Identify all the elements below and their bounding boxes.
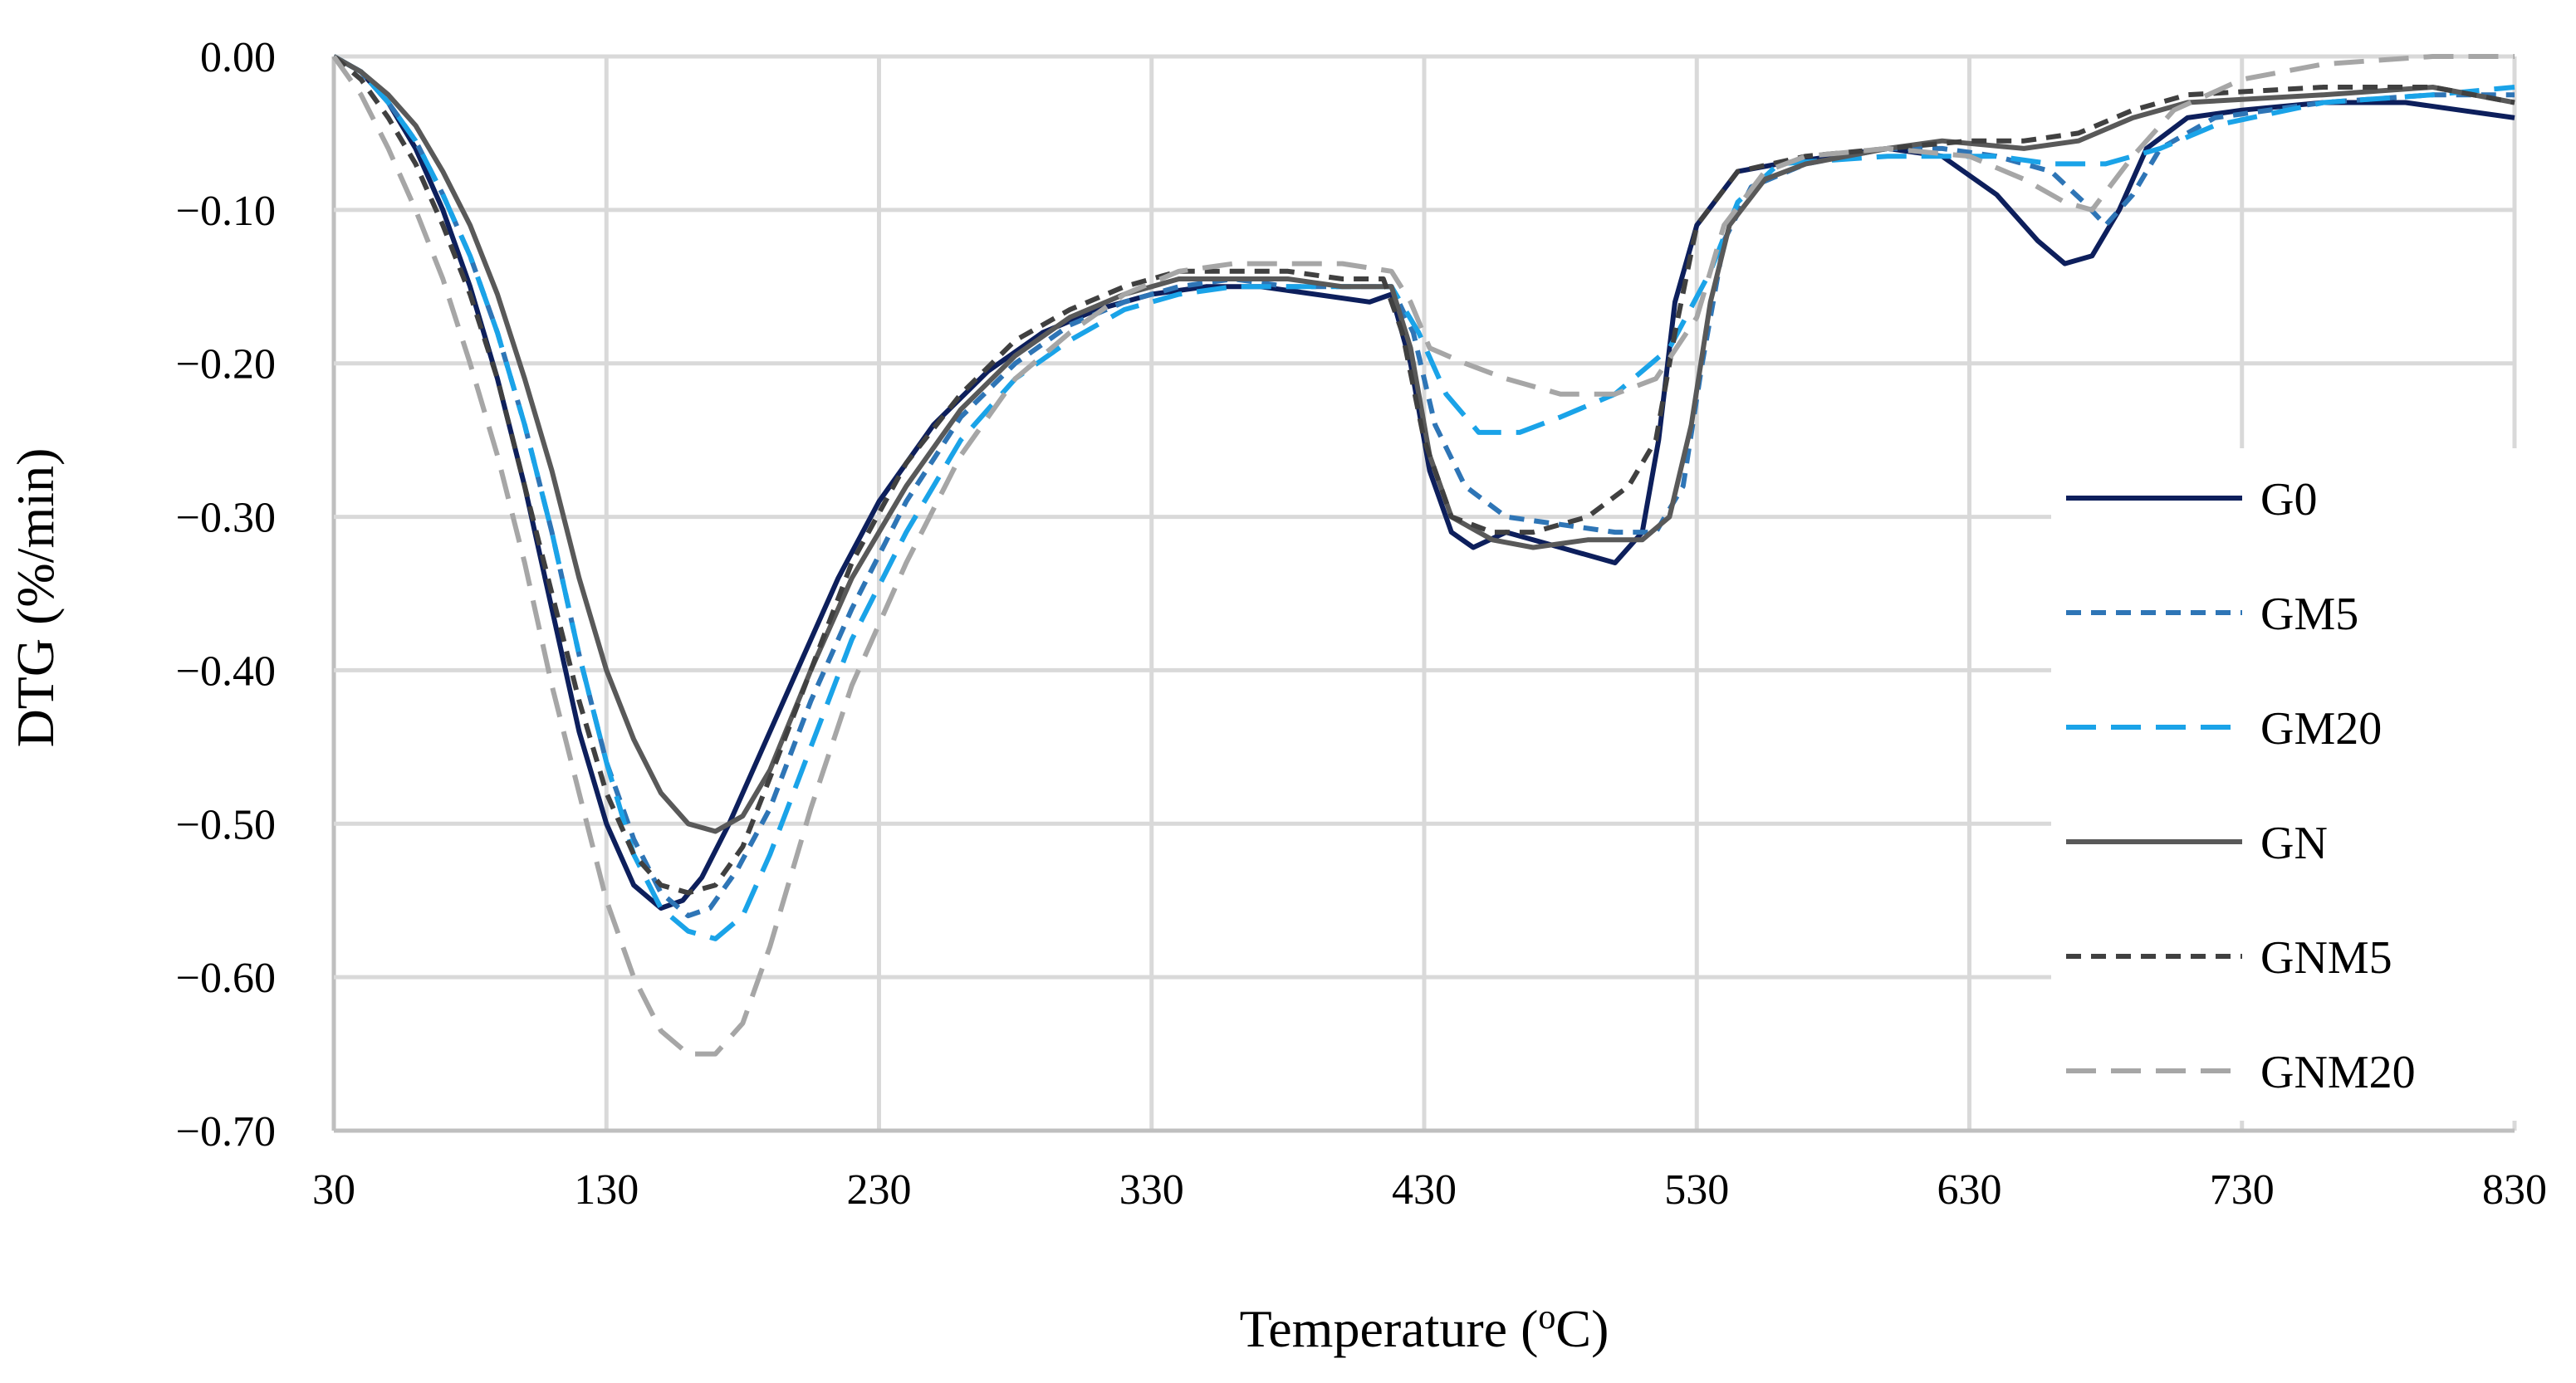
legend-label-gn: GN — [2260, 818, 2328, 869]
x-axis-title: Temperature (oC) — [1240, 1298, 1609, 1358]
x-axis-title-superscript: o — [1538, 1298, 1555, 1337]
x-tick-label: 630 — [1937, 1166, 2002, 1214]
y-tick-label: −0.20 — [176, 341, 276, 389]
x-tick-label: 330 — [1119, 1166, 1184, 1214]
x-tick-label: 230 — [847, 1166, 912, 1214]
y-tick-label: −0.70 — [176, 1108, 276, 1156]
legend-label-gnm5: GNM5 — [2260, 932, 2392, 984]
y-tick-label: 0.00 — [200, 34, 276, 81]
legend-background — [2051, 448, 2533, 1121]
x-tick-label: 130 — [574, 1166, 639, 1214]
y-tick-label: −0.30 — [176, 495, 276, 542]
y-tick-label: −0.50 — [176, 801, 276, 848]
y-axis-title: DTG (%/min) — [6, 448, 65, 748]
y-tick-label: −0.40 — [176, 648, 276, 695]
y-tick-label: −0.10 — [176, 188, 276, 235]
x-tick-label: 30 — [312, 1166, 355, 1214]
legend: G0 GM5 GM20 GN GNM5 GNM20 — [2051, 448, 2533, 1121]
x-tick-label: 730 — [2210, 1166, 2275, 1214]
series-line-g0 — [332, 54, 2515, 911]
legend-label-gnm20: GNM20 — [2260, 1047, 2416, 1098]
x-tick-label: 430 — [1392, 1166, 1457, 1214]
tick-labels: 30 130 230 330 430 530 630 730 830 0.00 −0.10 −0.20… — [176, 34, 2547, 1214]
series-line-gn — [332, 54, 2515, 834]
x-tick-label: 530 — [1664, 1166, 1729, 1214]
legend-label-gm20: GM20 — [2260, 703, 2382, 755]
series-line-gnm20 — [331, 54, 2515, 1057]
legend-label-g0: G0 — [2260, 474, 2317, 525]
series-lines — [331, 54, 2515, 1057]
x-tick-label: 830 — [2482, 1166, 2547, 1214]
series-line-gm20 — [332, 54, 2515, 941]
legend-label-gm5: GM5 — [2260, 589, 2358, 640]
y-tick-label: −0.60 — [176, 955, 276, 1002]
